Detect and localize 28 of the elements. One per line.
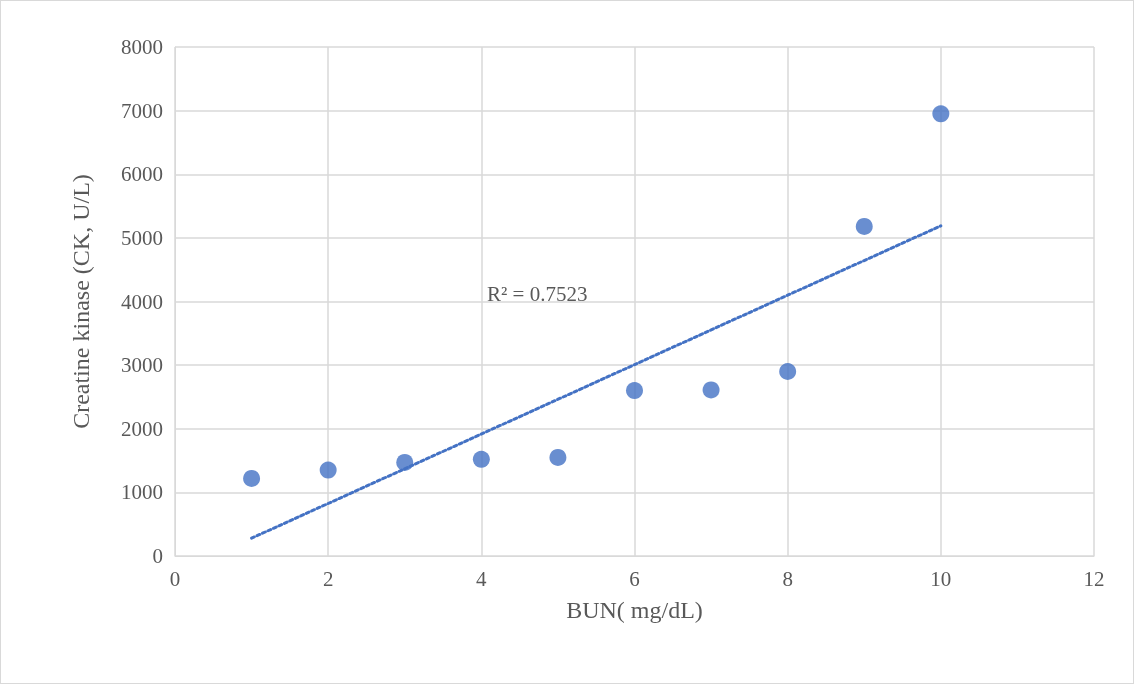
y-axis-title: Creatine kinase (CK, U/L) <box>68 174 94 429</box>
x-tick-label: 2 <box>322 566 334 591</box>
x-tick-label: 0 <box>169 566 181 591</box>
y-tick-label: 7000 <box>121 98 163 123</box>
y-tick-label: 0 <box>152 544 163 568</box>
point <box>243 469 261 487</box>
point <box>472 450 490 468</box>
point <box>626 382 643 400</box>
x-tick-label: 12 <box>1083 566 1105 591</box>
point <box>319 461 337 479</box>
x-tick-label: 6 <box>629 566 640 591</box>
y-tick-label: 1000 <box>121 480 163 505</box>
point <box>779 362 797 380</box>
y-tick-label: 2000 <box>121 416 163 441</box>
x-tick-label: 4 <box>476 566 488 591</box>
point <box>932 105 950 123</box>
y-tick-label: 8000 <box>121 35 163 59</box>
x-tick-label: 10 <box>930 566 952 591</box>
y-tick-label: 3000 <box>121 353 163 378</box>
annotation: R² = 0.7523 <box>487 281 588 306</box>
point <box>855 217 873 235</box>
y-tick-label: 5000 <box>121 225 163 250</box>
point <box>702 381 720 399</box>
x-tick-label: 8 <box>782 566 793 591</box>
y-tick-label: 6000 <box>121 162 163 187</box>
point <box>549 448 567 466</box>
y-tick-label: 4000 <box>121 289 163 314</box>
x-axis-title: BUN( mg/dL) <box>566 597 703 623</box>
